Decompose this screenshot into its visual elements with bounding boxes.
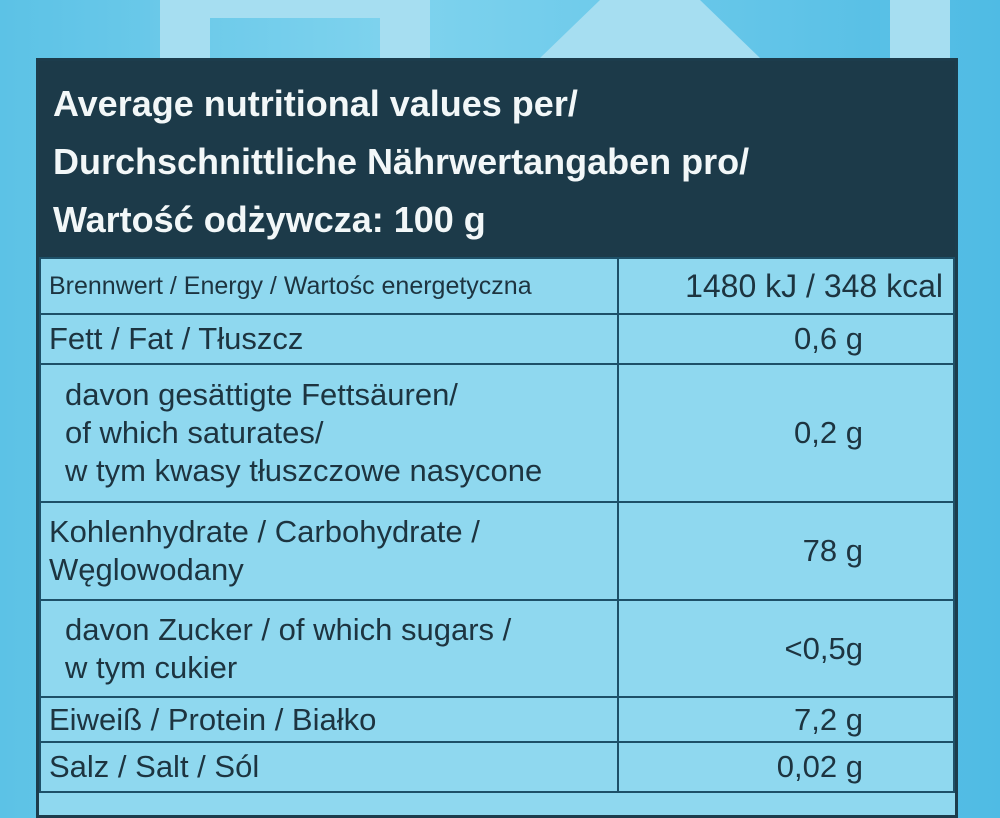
row-label: Salz / Salt / Sól <box>39 741 619 793</box>
row-value: 7,2 g <box>617 696 955 743</box>
row-value: 0,2 g <box>617 363 955 503</box>
label-line: Węglowodany <box>49 552 244 587</box>
nutrition-table: Brennwert / Energy / Wartośc energetyczn… <box>39 257 955 793</box>
label-line: w tym cukier <box>65 649 238 685</box>
table-row-saturates: davon gesättigte Fettsäuren/ of which sa… <box>39 363 955 503</box>
table-row-salt: Salz / Salt / Sól 0,02 g <box>39 741 955 793</box>
header-line: Wartość odżywcza: 100 g <box>53 199 486 240</box>
table-row-protein: Eiweiß / Protein / Białko 7,2 g <box>39 696 955 743</box>
label-line: Kohlenhydrate / Carbohydrate / <box>49 514 480 549</box>
table-row-energy: Brennwert / Energy / Wartośc energetyczn… <box>39 257 955 315</box>
row-label: Brennwert / Energy / Wartośc energetyczn… <box>39 257 619 315</box>
header-line: Durchschnittliche Nährwertangaben pro/ <box>53 141 750 182</box>
row-value: 0,02 g <box>617 741 955 793</box>
row-value: 78 g <box>617 501 955 601</box>
background-letter-shapes <box>160 0 950 58</box>
nutrition-table-panel: Average nutritional values per/ Durchsch… <box>36 58 958 818</box>
table-row-sugars: davon Zucker / of which sugars / w tym c… <box>39 599 955 698</box>
letter-t-stem <box>890 0 950 58</box>
row-label: Fett / Fat / Tłuszcz <box>39 313 619 365</box>
row-label: davon gesättigte Fettsäuren/ of which sa… <box>39 363 619 503</box>
row-label: davon Zucker / of which sugars / w tym c… <box>39 599 619 698</box>
label-line: davon gesättigte Fettsäuren/ <box>65 377 458 412</box>
header-line: Average nutritional values per/ <box>53 83 578 124</box>
row-label: Eiweiß / Protein / Białko <box>39 696 619 743</box>
label-line: of which saturates/ <box>65 415 324 450</box>
table-row-fat: Fett / Fat / Tłuszcz 0,6 g <box>39 313 955 365</box>
table-header: Average nutritional values per/ Durchsch… <box>39 61 955 257</box>
row-label: Kohlenhydrate / Carbohydrate / Węglowoda… <box>39 501 619 601</box>
row-value: 0,6 g <box>617 313 955 365</box>
letter-a-shape <box>540 0 760 58</box>
background-letters-graphic <box>160 0 950 58</box>
table-row-carbohydrate: Kohlenhydrate / Carbohydrate / Węglowoda… <box>39 501 955 601</box>
letter-h-crossbar <box>160 0 430 18</box>
row-value: <0,5g <box>617 599 955 698</box>
label-line: w tym kwasy tłuszczowe nasycone <box>65 453 543 488</box>
label-line: davon Zucker / of which sugars / <box>65 611 512 647</box>
row-value: 1480 kJ / 348 kcal <box>617 257 955 315</box>
